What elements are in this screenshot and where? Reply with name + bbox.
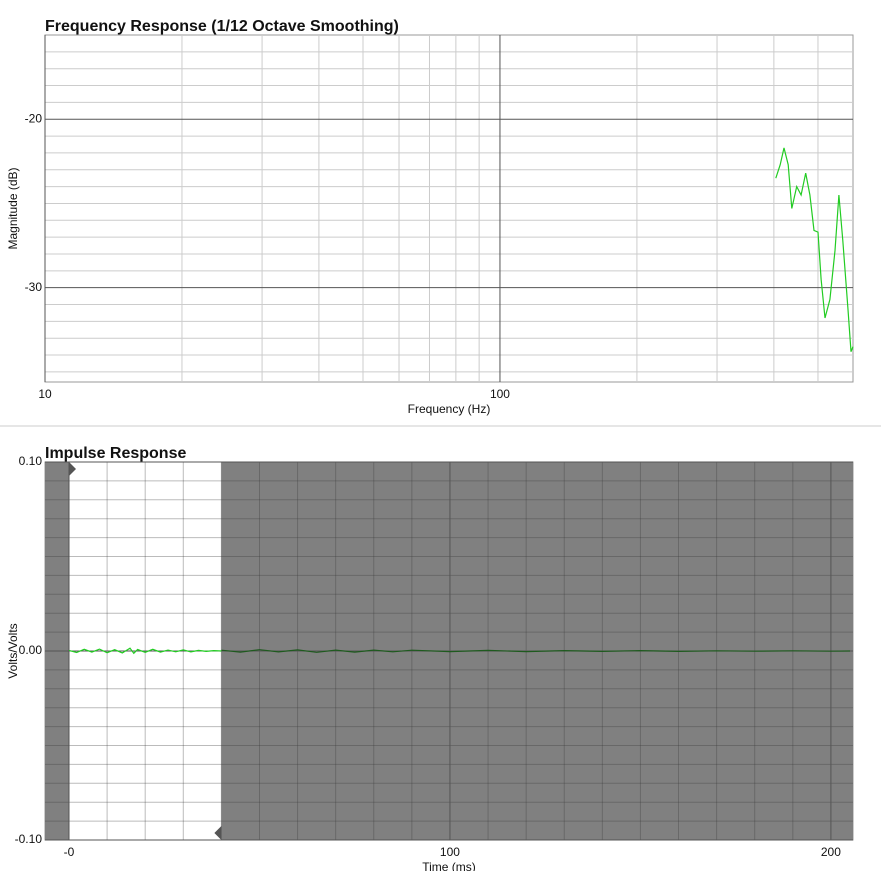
y-tick-label: -20 (25, 111, 43, 125)
chart-title: Frequency Response (1/12 Octave Smoothin… (45, 18, 399, 35)
window-start-marker (69, 462, 76, 476)
series-line (775, 147, 854, 352)
y-tick-label: 0.00 (19, 643, 43, 657)
x-tick-label: 10 (38, 387, 52, 401)
series-line (221, 649, 851, 653)
x-axis-label: Frequency (Hz) (408, 402, 491, 416)
chart-title: Impulse Response (45, 445, 186, 462)
y-axis-label: Volts/Volts (6, 623, 20, 678)
x-tick-label: 100 (490, 387, 510, 401)
window-end-marker (214, 826, 222, 840)
y-axis-label: Magnitude (dB) (6, 167, 20, 249)
plot-area (44, 34, 854, 383)
x-axis-label: Time (ms) (422, 860, 476, 871)
y-tick-label: 0.10 (19, 454, 43, 468)
x-tick-label: -0 (64, 845, 75, 859)
y-tick-label: -30 (25, 280, 43, 294)
series-line (68, 647, 222, 655)
y-tick-label: -0.10 (15, 832, 43, 846)
x-tick-label: 200 (821, 845, 841, 859)
x-tick-label: 100 (440, 845, 460, 859)
